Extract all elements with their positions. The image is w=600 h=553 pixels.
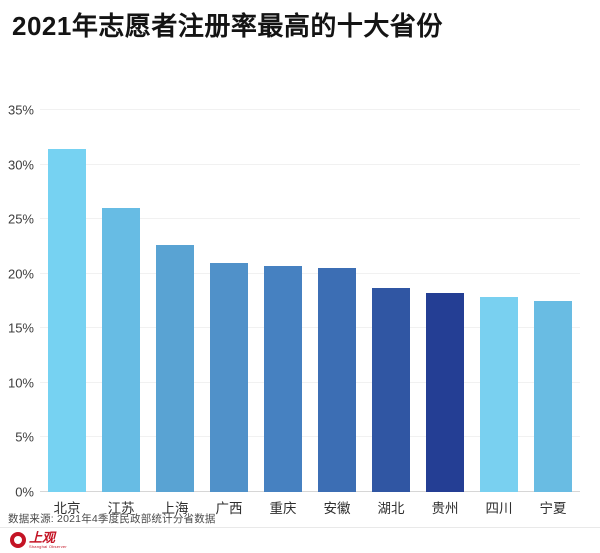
y-axis: 0% 5% 10% 15% 20% 25% 30% 35% — [0, 103, 34, 500]
gridline-0 — [40, 491, 580, 492]
chart-title: 2021年志愿者注册率最高的十大省份 — [12, 11, 443, 41]
chart-bar — [372, 287, 410, 492]
x-axis-label: 重庆 — [269, 501, 297, 516]
logo-ring-icon — [10, 532, 26, 548]
chart-bar — [264, 266, 302, 492]
chart-bar — [156, 245, 194, 492]
y-tick-label: 35% — [7, 102, 34, 118]
chart-bar — [480, 296, 518, 492]
logo-text: 上观 — [29, 530, 56, 545]
x-axis-label: 湖北 — [377, 501, 405, 516]
chart-bar — [210, 262, 248, 492]
publisher-logo: 上观 Shanghai Observer — [10, 531, 67, 549]
gridline-25 — [40, 218, 580, 220]
y-tick-label: 15% — [7, 320, 34, 336]
bar-slot — [310, 110, 364, 492]
gridline-15 — [40, 327, 580, 329]
logo-subtext: Shanghai Observer — [29, 544, 67, 549]
y-tick-label: 0% — [15, 484, 34, 500]
chart-bar — [102, 208, 140, 492]
bar-slot — [418, 110, 472, 492]
chart-bar — [426, 293, 464, 492]
x-axis-label: 四川 — [485, 501, 513, 516]
gridline-5 — [40, 436, 580, 438]
chart-bar — [318, 268, 356, 492]
y-tick-label: 10% — [7, 375, 34, 391]
chart-bar — [534, 301, 572, 492]
gridline-20 — [40, 272, 580, 274]
y-tick-label: 30% — [7, 157, 34, 173]
chart-bar — [48, 149, 86, 492]
x-axis-label: 上海 — [161, 501, 189, 516]
bar-slot — [148, 110, 202, 492]
bar-slot — [256, 110, 310, 492]
plot-area — [40, 109, 580, 492]
bar-slot — [202, 110, 256, 492]
bar-slot — [364, 110, 418, 492]
x-axis-label: 安徽 — [323, 501, 351, 516]
bar-slot — [472, 110, 526, 492]
y-tick-label: 5% — [15, 429, 34, 445]
y-tick-label: 25% — [7, 211, 34, 227]
footer-divider — [0, 527, 600, 528]
gridline-10 — [40, 381, 580, 383]
x-axis-label: 宁夏 — [539, 501, 567, 516]
gridline-35 — [40, 109, 580, 110]
x-axis-label: 北京 — [53, 501, 81, 516]
x-axis: 北京 江苏 上海 广西 重庆 安徽 湖北 贵州 四川 宁夏 — [40, 497, 580, 517]
x-axis-label: 江苏 — [107, 501, 135, 516]
bar-slot — [526, 110, 580, 492]
x-axis-label: 贵州 — [431, 501, 459, 516]
source-note: 数据来源: 2021年4季度民政部统计分省数据 — [8, 513, 216, 525]
gridline-30 — [40, 163, 580, 165]
bar-slot — [40, 110, 94, 492]
x-axis-label: 广西 — [215, 501, 243, 516]
y-tick-label: 20% — [7, 266, 34, 282]
bar-slot — [94, 110, 148, 492]
bars-container — [40, 110, 580, 492]
